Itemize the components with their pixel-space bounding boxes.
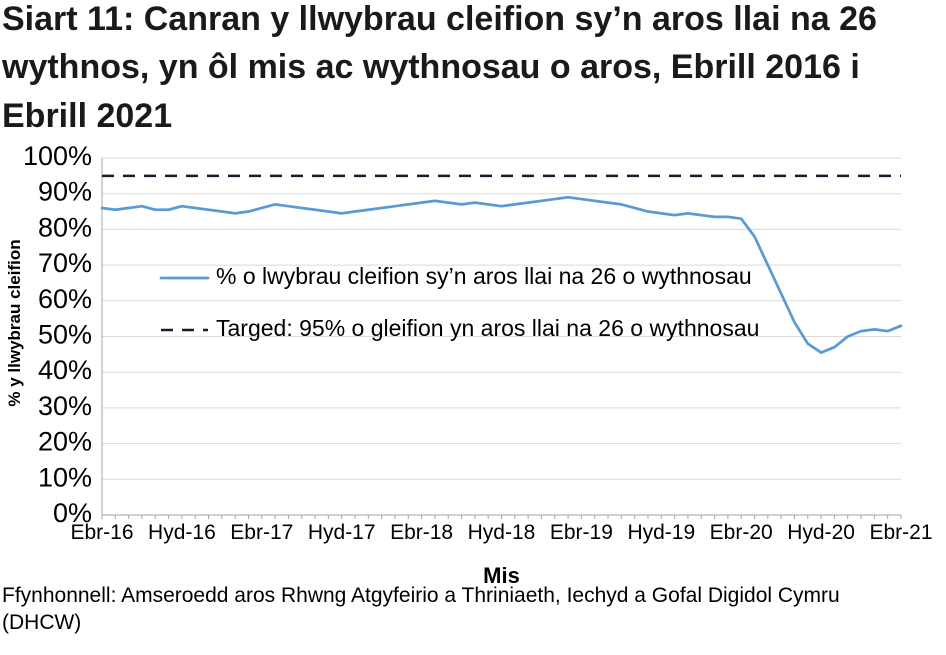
svg-text:Hyd-16: Hyd-16 bbox=[148, 521, 216, 544]
svg-text:40%: 40% bbox=[38, 355, 92, 385]
svg-text:Ebr-21: Ebr-21 bbox=[869, 521, 932, 544]
svg-text:Targed: 95% o gleifion yn aros: Targed: 95% o gleifion yn aros llai na 2… bbox=[216, 315, 759, 341]
svg-text:10%: 10% bbox=[38, 462, 92, 492]
svg-text:90%: 90% bbox=[38, 177, 92, 207]
svg-text:Ebr-19: Ebr-19 bbox=[550, 521, 613, 544]
svg-text:Hyd-19: Hyd-19 bbox=[627, 521, 695, 544]
svg-text:Ebr-20: Ebr-20 bbox=[710, 521, 773, 544]
svg-text:100%: 100% bbox=[23, 141, 92, 171]
svg-text:Hyd-17: Hyd-17 bbox=[308, 521, 376, 544]
svg-text:70%: 70% bbox=[38, 248, 92, 278]
svg-text:Ebr-18: Ebr-18 bbox=[390, 521, 453, 544]
svg-text:Hyd-18: Hyd-18 bbox=[468, 521, 536, 544]
svg-text:Hyd-20: Hyd-20 bbox=[787, 521, 855, 544]
svg-text:30%: 30% bbox=[38, 391, 92, 421]
svg-text:60%: 60% bbox=[38, 284, 92, 314]
svg-text:50%: 50% bbox=[38, 320, 92, 350]
svg-text:Ebr-17: Ebr-17 bbox=[230, 521, 293, 544]
svg-text:20%: 20% bbox=[38, 427, 92, 457]
svg-text:Ebr-16: Ebr-16 bbox=[70, 521, 133, 544]
svg-text:% o lwybrau cleifion sy’n aros: % o lwybrau cleifion sy’n aros llai na 2… bbox=[216, 263, 752, 289]
svg-text:80%: 80% bbox=[38, 212, 92, 242]
